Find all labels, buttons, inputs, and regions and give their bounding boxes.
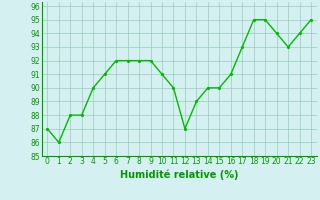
X-axis label: Humidité relative (%): Humidité relative (%): [120, 169, 238, 180]
